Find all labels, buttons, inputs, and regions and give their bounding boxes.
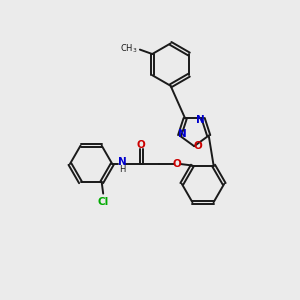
Text: Cl: Cl	[98, 197, 109, 207]
Text: O: O	[137, 140, 146, 150]
Text: O: O	[194, 141, 203, 151]
Text: CH$_3$: CH$_3$	[120, 43, 137, 55]
Text: O: O	[173, 159, 182, 169]
Text: H: H	[119, 165, 126, 174]
Text: N: N	[196, 115, 205, 125]
Text: N: N	[178, 129, 186, 139]
Text: N: N	[118, 157, 127, 167]
